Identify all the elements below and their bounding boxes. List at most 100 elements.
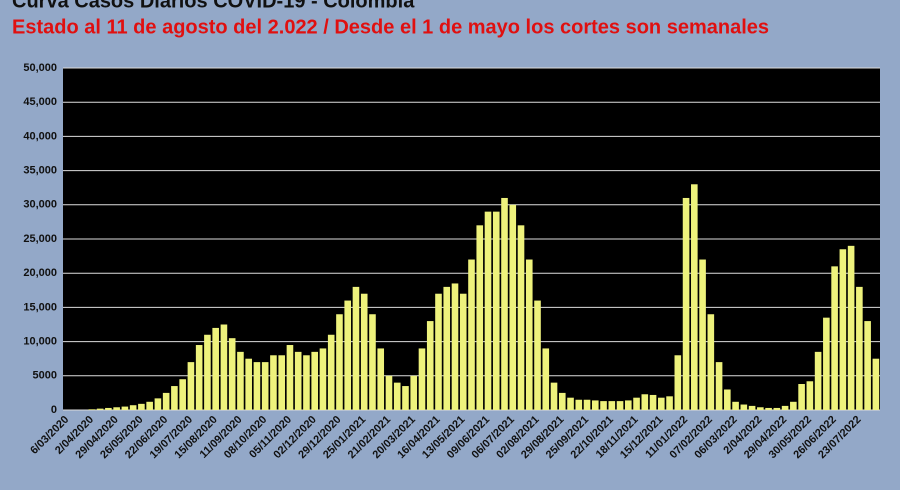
- bar: [624, 400, 632, 410]
- bar: [847, 245, 855, 410]
- bar: [270, 355, 277, 410]
- bar: [773, 407, 781, 410]
- bar: [121, 406, 129, 410]
- bar: [492, 211, 500, 410]
- bar: [872, 358, 880, 410]
- y-tick-label: 15,000: [23, 301, 57, 313]
- bar: [781, 405, 789, 410]
- chart-subtitle: Estado al 11 de agosto del 2.022 / Desde…: [12, 16, 769, 38]
- bar: [724, 389, 731, 410]
- bar: [740, 404, 748, 410]
- bar: [352, 286, 360, 410]
- bar: [707, 314, 715, 410]
- bar: [96, 408, 104, 410]
- bar: [154, 398, 162, 410]
- bar: [385, 375, 393, 410]
- bar: [823, 317, 830, 410]
- bar: [666, 396, 673, 410]
- bar: [451, 283, 459, 410]
- bar: [798, 384, 805, 410]
- bar: [88, 409, 96, 410]
- bar: [765, 407, 772, 410]
- bar: [278, 355, 285, 410]
- bar: [344, 300, 352, 410]
- chart-title: Curva Casos Diarios COVID-19 - Colombia: [12, 0, 415, 12]
- bar: [658, 397, 665, 410]
- bar: [336, 314, 343, 410]
- bar: [600, 401, 607, 410]
- bar: [732, 401, 739, 410]
- bar: [699, 259, 706, 410]
- bar: [748, 405, 756, 410]
- bar: [501, 197, 508, 410]
- y-tick-label: 0: [51, 404, 57, 416]
- bar: [608, 401, 616, 410]
- y-tick-label: 20,000: [23, 267, 57, 279]
- y-tick-label: 45,000: [23, 96, 57, 108]
- bar: [294, 351, 302, 410]
- bar: [649, 394, 657, 410]
- bar: [691, 184, 698, 410]
- bar: [616, 401, 624, 410]
- bar: [261, 362, 269, 410]
- bar: [319, 348, 327, 410]
- bar: [245, 358, 252, 410]
- bar: [806, 381, 814, 410]
- bar: [831, 266, 838, 410]
- bar: [674, 355, 682, 410]
- bar: [327, 334, 335, 410]
- bar: [715, 362, 723, 410]
- bar: [113, 407, 120, 410]
- bar: [402, 386, 409, 410]
- bar: [558, 392, 566, 410]
- bar: [138, 403, 145, 410]
- bar: [360, 293, 368, 410]
- bar: [369, 314, 376, 410]
- bar: [459, 293, 467, 410]
- bar: [303, 355, 310, 410]
- bar: [682, 197, 690, 410]
- bar: [105, 407, 112, 410]
- bar: [534, 300, 541, 410]
- bar: [641, 394, 649, 410]
- bar: [468, 259, 475, 410]
- bar: [129, 405, 137, 410]
- bar: [418, 348, 426, 410]
- bar: [509, 204, 517, 410]
- bar: [517, 225, 525, 410]
- bar: [476, 225, 484, 410]
- bar: [187, 362, 195, 410]
- y-tick-label: 35,000: [23, 165, 57, 177]
- bar: [237, 351, 244, 410]
- bar: [484, 211, 492, 410]
- bar: [790, 401, 797, 410]
- bar: [525, 259, 533, 410]
- bar: [443, 286, 451, 410]
- y-tick-label: 25,000: [23, 233, 57, 245]
- y-tick-label: 30,000: [23, 199, 57, 211]
- bar: [583, 399, 591, 410]
- bar: [633, 397, 640, 410]
- bar: [410, 375, 418, 410]
- bar: [179, 379, 186, 410]
- bar: [591, 400, 599, 410]
- bar: [856, 286, 863, 410]
- bar: [195, 345, 203, 410]
- bar: [426, 321, 434, 410]
- y-tick-label: 5000: [33, 370, 57, 382]
- bar: [228, 338, 236, 410]
- y-tick-label: 40,000: [23, 130, 57, 142]
- y-tick-label: 10,000: [23, 336, 57, 348]
- bar: [212, 327, 219, 410]
- bar: [393, 382, 401, 410]
- bar: [311, 351, 319, 410]
- bar: [286, 345, 294, 410]
- bar: [377, 348, 385, 410]
- bar: [814, 351, 822, 410]
- bar: [839, 249, 847, 410]
- bar: [162, 392, 170, 410]
- y-tick-label: 50,000: [23, 62, 57, 74]
- bar: [204, 334, 211, 410]
- bar: [567, 397, 574, 410]
